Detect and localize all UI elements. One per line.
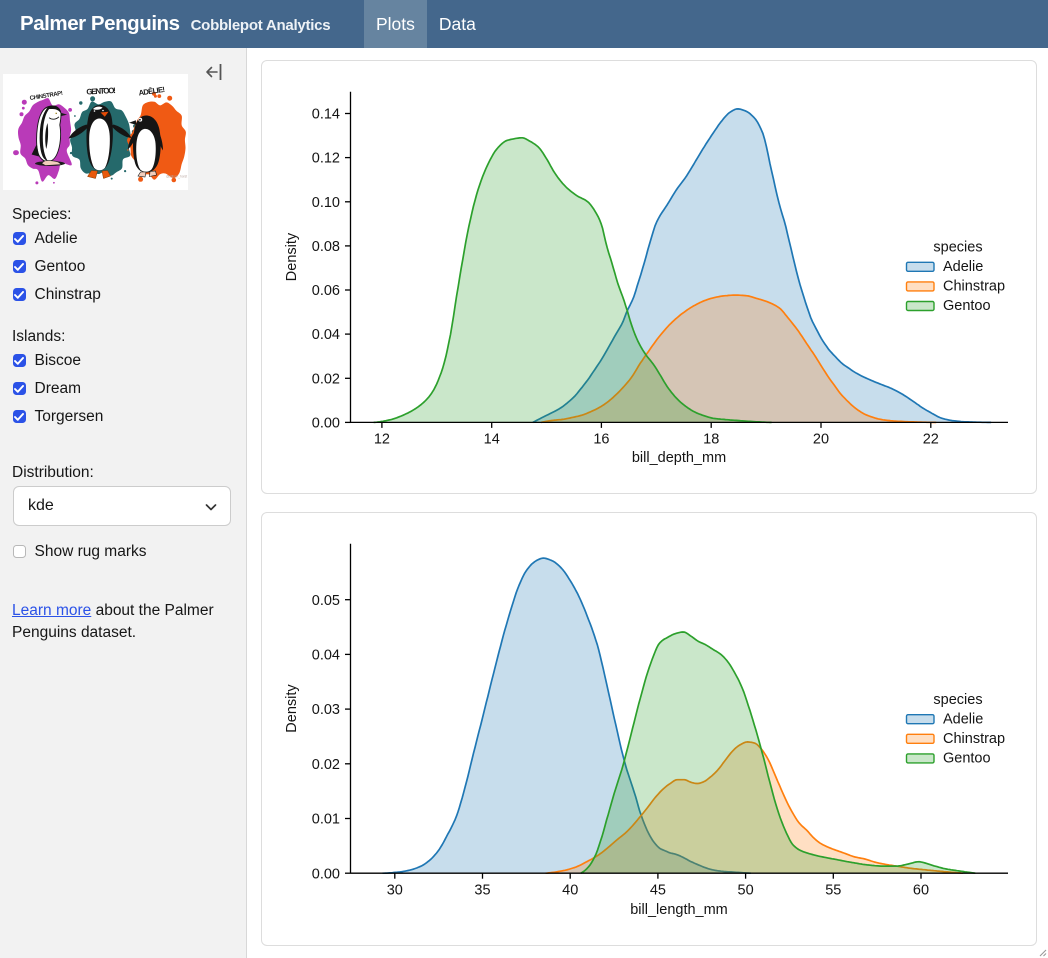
svg-text:GENTOO!: GENTOO! bbox=[86, 86, 116, 97]
svg-text:CHINSTRAP!: CHINSTRAP! bbox=[29, 91, 63, 102]
svg-text:ADĒLIE!: ADĒLIE! bbox=[138, 85, 165, 98]
svg-text:@allison_horst: @allison_horst bbox=[166, 175, 187, 179]
